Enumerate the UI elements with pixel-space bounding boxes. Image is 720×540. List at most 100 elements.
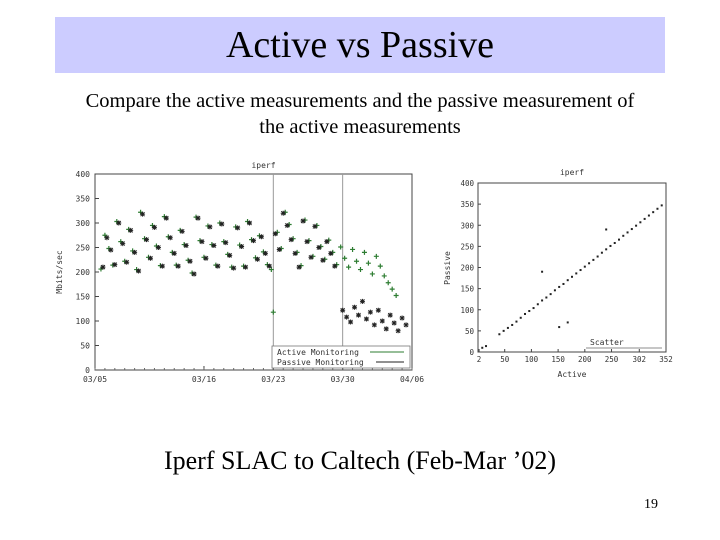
passive-point [254,256,260,262]
passive-point [195,215,201,221]
y-tick-label: 100 [76,317,91,326]
passive-point [328,250,334,256]
passive-point [159,263,165,269]
passive-point [179,228,185,234]
slide-title: Active vs Passive [225,24,495,66]
scatter-point [553,289,556,292]
y-tick-label: 250 [76,244,91,253]
active-point [389,286,395,292]
passive-point [167,235,173,241]
scatter-point [532,307,535,310]
passive-point [403,322,409,328]
scatter-point [511,323,514,326]
passive-point [231,265,237,271]
passive-point [187,258,193,264]
scatter-x-tick-label: 352 [659,355,673,364]
passive-point [356,312,362,318]
active-point [338,244,344,250]
scatter-legend: Scatter [586,338,662,349]
scatter-x-tick-label: 200 [578,355,592,364]
slide-subtitle: Compare the active measurements and the … [20,88,700,140]
passive-point [348,319,354,325]
scatter-point [558,285,561,288]
passive-point [344,314,350,320]
passive-point [272,231,278,237]
scatter-point [618,238,620,241]
scatter-y-tick-label: 100 [460,306,474,315]
passive-point [163,215,169,221]
passive-point [136,268,142,274]
passive-point [132,249,138,255]
passive-point [171,250,177,256]
passive-point [320,257,326,263]
scatter-x-tick-label: 100 [525,355,539,364]
scatter-y-tick-label: 250 [460,242,474,251]
passive-point [300,218,306,224]
passive-point [324,239,330,245]
active-point [350,246,356,252]
scatter-point [549,293,552,296]
scatter-y-tick-label: 400 [460,179,474,188]
active-point [361,249,367,255]
scatter-plot-area [477,182,667,353]
scatter-point [558,326,561,329]
scatter-point [562,282,565,285]
passive-point [276,246,282,252]
active-point [393,293,399,299]
scatter-point [506,326,509,329]
scatter-point [643,217,646,220]
scatter-point [660,204,663,207]
passive-point [391,320,397,326]
passive-point [247,220,253,226]
passive-point [199,239,205,245]
scatter-point [588,262,591,265]
title-bar: Active vs Passive [55,17,665,73]
scatter-point [541,299,544,302]
scatter-frame [477,182,667,353]
page-number: 19 [644,497,658,512]
passive-point [284,222,290,228]
passive-point [155,245,161,250]
scatter-x-tick-label: 250 [605,355,619,364]
passive-point [262,250,268,256]
time-series-title: iperf [251,161,275,170]
time-series-axes: iperfMbits/sec40035030025020015010050003… [55,161,424,384]
scatter-point [583,265,586,268]
passive-point [296,264,302,270]
x-tick-label: 03/23 [261,375,285,384]
scatter-legend-label: Scatter [590,338,624,347]
active-point [365,260,371,266]
passive-point [251,238,256,244]
active-point [346,264,352,270]
y-tick-label: 350 [76,195,91,204]
passive-point [227,252,233,258]
passive-point [399,315,405,321]
passive-point [104,235,110,241]
scatter-point [600,251,603,254]
passive-point [312,223,318,229]
x-tick-label: 03/16 [192,375,216,384]
y-tick-label: 400 [76,170,91,179]
scatter-x-label: Active [558,370,587,379]
passive-point [100,264,106,270]
passive-point [235,225,241,231]
passive-point [359,298,365,304]
scatter-point [609,244,612,247]
time-series-points [98,209,409,334]
subtitle-line-2: the active measurements [259,116,461,138]
passive-point [316,245,322,250]
passive-point [292,250,298,256]
scatter-point [502,329,505,332]
passive-point [140,211,146,217]
active-point [385,280,391,286]
passive-point [219,221,225,227]
scatter-point [626,231,629,234]
time-series-y-label: Mbits/sec [55,250,64,294]
scatter-point [592,258,595,261]
scatter-y-label: Passive [443,251,452,285]
scatter-x-tick-label: 302 [633,355,647,364]
scatter-point [575,272,578,275]
scatter-y-tick-label: 300 [460,221,474,230]
scatter-point [545,296,548,299]
